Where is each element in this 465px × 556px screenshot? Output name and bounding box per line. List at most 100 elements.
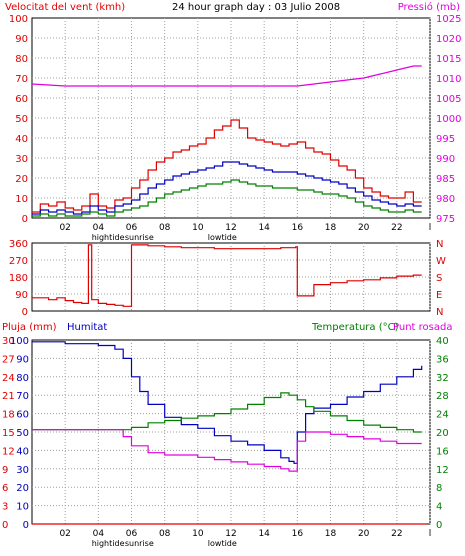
- wind-x-tick: 20: [358, 223, 370, 233]
- direction-line: [32, 244, 422, 307]
- wind-right-tick: 1020: [436, 34, 461, 45]
- climate-x-tick: 20: [358, 529, 370, 539]
- temperature-tick: 12: [436, 465, 449, 476]
- humidity-tick: 70: [16, 391, 29, 402]
- rain-tick: 3: [2, 502, 8, 513]
- climate-x-tick: 08: [159, 529, 171, 539]
- temperature-tick: 40: [436, 336, 449, 347]
- direction-right-tick: W: [436, 256, 446, 267]
- rain-tick: 18: [2, 410, 15, 421]
- temperature-tick: 8: [436, 483, 442, 494]
- direction-left-tick: 0: [22, 307, 28, 318]
- wind-right-tick: 975: [436, 214, 455, 225]
- climate-x-tick: 06: [126, 529, 138, 539]
- wind-x-tick: 22: [391, 223, 402, 233]
- wind-left-tick: 50: [15, 114, 28, 125]
- wind-marker-label: hightide: [92, 233, 125, 242]
- direction-right-tick: S: [436, 273, 442, 284]
- climate-marker-label: hightide: [92, 539, 125, 548]
- rain-tick: 21: [2, 391, 15, 402]
- wind-left-tick: 60: [15, 94, 28, 105]
- temperature-tick: 0: [436, 520, 442, 531]
- climate-x-tick: 10: [192, 529, 204, 539]
- humidity-tick: 0: [23, 520, 29, 531]
- wind-right-tick: 980: [436, 194, 455, 205]
- temperature-tick: 24: [436, 410, 449, 421]
- climate-x-tick: 14: [258, 529, 270, 539]
- climate-x-tick: 22: [391, 529, 402, 539]
- temperature-tick: 32: [436, 373, 449, 384]
- wind-x-tick: 18: [325, 223, 337, 233]
- direction-left-tick: 270: [9, 256, 28, 267]
- wind-x-tick: 08: [159, 223, 171, 233]
- direction-right-tick: N: [436, 239, 443, 250]
- wind-x-tick: 06: [126, 223, 138, 233]
- climate-marker-label: lowtide: [208, 539, 237, 548]
- dewpoint-line: [32, 429, 422, 472]
- wind-x-tick: 04: [93, 223, 105, 233]
- rain-tick: 15: [2, 428, 15, 439]
- wind-right-tick: 985: [436, 174, 455, 185]
- humidity-line: [32, 341, 423, 464]
- temperature-tick: 4: [436, 502, 442, 513]
- wind-left-tick: 20: [15, 174, 28, 185]
- wind-right-tick: 1025: [436, 14, 461, 25]
- wind-axis-title: Velocitat del vent (kmh): [5, 2, 125, 13]
- pressure-line: [31, 65, 422, 87]
- direction-left-tick: 360: [9, 239, 28, 250]
- rain-tick: 24: [2, 373, 15, 384]
- direction-left-tick: 90: [15, 290, 28, 301]
- wind-right-tick: 1010: [436, 74, 461, 85]
- temperature-axis-title: Temperatura (°C): [311, 322, 399, 333]
- gust-line: [32, 119, 422, 213]
- direction-left-tick: 180: [9, 273, 28, 284]
- wind-right-tick: 995: [436, 134, 455, 145]
- temperature-tick: 20: [436, 428, 449, 439]
- wind-x-tick: 12: [225, 223, 236, 233]
- wind-left-tick: 90: [15, 34, 28, 45]
- humidity-tick: 30: [16, 465, 29, 476]
- average-line: [32, 161, 422, 215]
- direction-right-tick: N: [436, 307, 443, 318]
- temperature-tick: 28: [436, 391, 449, 402]
- wind-left-tick: 0: [22, 214, 28, 225]
- rain-axis-title: Pluja (mm): [2, 322, 57, 333]
- wind-left-tick: 10: [15, 194, 28, 205]
- climate-x-tick: l: [429, 529, 432, 539]
- climate-x-tick: 02: [59, 529, 70, 539]
- rain-tick: 6: [2, 483, 8, 494]
- humidity-tick: 60: [16, 410, 29, 421]
- humidity-tick: 20: [16, 483, 29, 494]
- wind-left-tick: 100: [9, 14, 28, 25]
- climate-x-tick: 04: [93, 529, 105, 539]
- chart-title: 24 hour graph day : 03 Julio 2008: [172, 2, 340, 13]
- climate-x-tick: 18: [325, 529, 337, 539]
- pressure-axis-title: Pressió (mb): [398, 1, 460, 13]
- wind-left-tick: 30: [15, 154, 28, 165]
- wind-right-tick: 990: [436, 154, 455, 165]
- humidity-tick: 40: [16, 446, 29, 457]
- wind-x-tick: l: [429, 223, 432, 233]
- climate-x-tick: 12: [225, 529, 236, 539]
- wind-left-tick: 70: [15, 74, 28, 85]
- humidity-tick: 10: [16, 502, 29, 513]
- climate-marker-label: sunrise: [125, 539, 154, 548]
- humidity-tick: 50: [16, 428, 29, 439]
- temperature-tick: 36: [436, 354, 449, 365]
- temperature-line: [32, 392, 422, 433]
- humidity-axis-title: Humitat: [67, 322, 107, 333]
- wind-x-tick: 10: [192, 223, 204, 233]
- wind-marker-label: sunrise: [125, 233, 154, 242]
- humidity-tick: 80: [16, 373, 29, 384]
- temperature-tick: 16: [436, 446, 449, 457]
- rain-tick: 27: [2, 354, 15, 365]
- humidity-tick: 100: [10, 336, 29, 347]
- rain-tick: 9: [2, 465, 8, 476]
- rain-tick: 30: [2, 336, 15, 347]
- wind-left-tick: 40: [15, 134, 28, 145]
- wind-left-tick: 80: [15, 54, 28, 65]
- dewpoint-axis-title: Punt rosada: [393, 322, 452, 333]
- wind-x-tick: 16: [292, 223, 304, 233]
- climate-x-tick: 16: [292, 529, 304, 539]
